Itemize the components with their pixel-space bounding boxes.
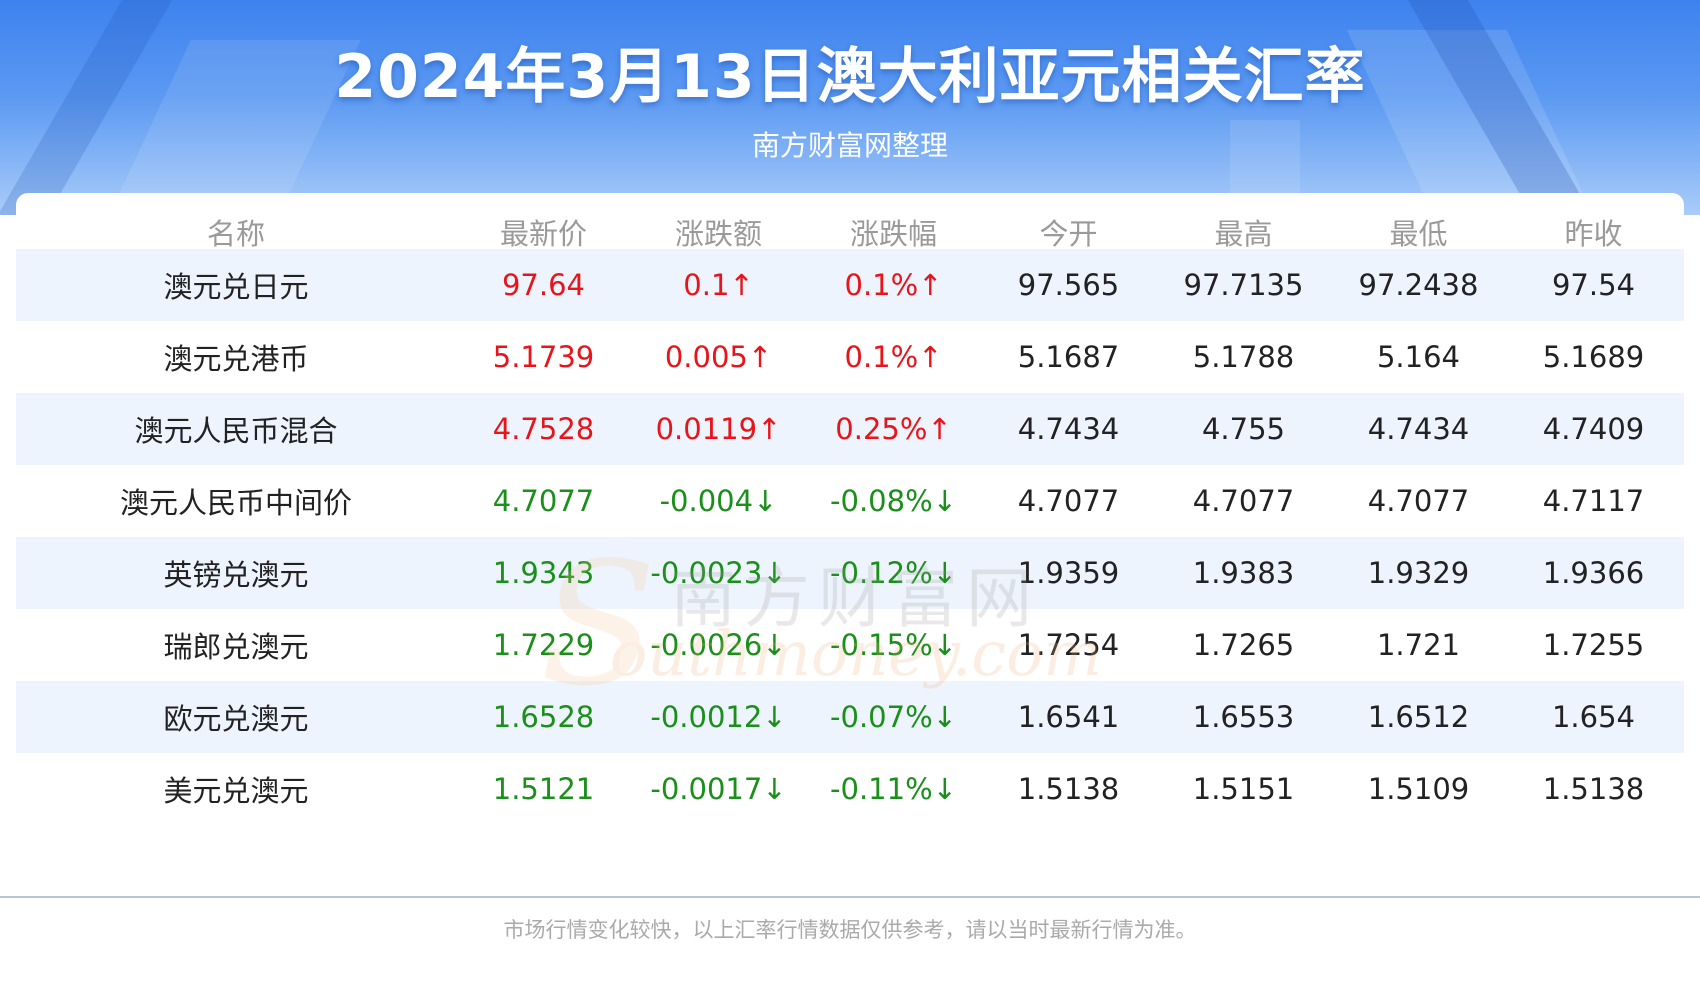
cell-prev-close: 1.654 — [1551, 700, 1636, 734]
cell-high: 1.6553 — [1192, 700, 1295, 734]
cell-latest: 1.7229 — [492, 628, 595, 662]
cell-open: 1.5138 — [1017, 772, 1120, 806]
cell-name: 美元兑澳元 — [163, 774, 309, 808]
table-row: 欧元兑澳元 1.6528 -0.0012↓ -0.07%↓ 1.6541 1.6553 1.… — [16, 681, 1684, 753]
cell-change: -0.004↓ — [659, 484, 778, 518]
cell-open: 1.7254 — [1017, 628, 1120, 662]
column-header-change-pct: 涨跌幅 — [849, 217, 937, 251]
cell-open: 4.7434 — [1017, 412, 1120, 446]
cell-high: 1.7265 — [1192, 628, 1295, 662]
cell-latest: 1.6528 — [492, 700, 595, 734]
cell-high: 97.7135 — [1183, 268, 1304, 302]
table-row: 英镑兑澳元 1.9343 -0.0023↓ -0.12%↓ 1.9359 1.9383 1.… — [16, 537, 1684, 609]
cell-latest: 97.64 — [501, 268, 586, 302]
cell-change: 0.0119↑ — [655, 412, 782, 446]
cell-name: 欧元兑澳元 — [163, 702, 309, 736]
cell-name: 英镑兑澳元 — [163, 558, 309, 592]
cell-open: 4.7077 — [1017, 484, 1120, 518]
column-header-low: 最低 — [1389, 217, 1448, 251]
cell-low: 97.2438 — [1358, 268, 1479, 302]
cell-high: 5.1788 — [1192, 340, 1295, 374]
footer-disclaimer: 市场行情变化较快，以上汇率行情数据仅供参考，请以当时最新行情为准。 — [503, 918, 1197, 942]
cell-change-pct: -0.08%↓ — [830, 484, 957, 518]
cell-change-pct: -0.07%↓ — [830, 700, 957, 734]
cell-name: 瑞郎兑澳元 — [163, 630, 309, 664]
cell-change-pct: -0.12%↓ — [830, 556, 957, 590]
cell-low: 4.7077 — [1367, 484, 1470, 518]
cell-change: -0.0012↓ — [650, 700, 787, 734]
cell-high: 4.7077 — [1192, 484, 1295, 518]
column-header-name: 名称 — [206, 217, 265, 251]
cell-prev-close: 4.7117 — [1542, 484, 1645, 518]
cell-name: 澳元人民币中间价 — [119, 486, 352, 520]
cell-prev-close: 1.5138 — [1542, 772, 1645, 806]
table-row: 瑞郎兑澳元 1.7229 -0.0026↓ -0.15%↓ 1.7254 1.7265 1.… — [16, 609, 1684, 681]
column-header-high: 最高 — [1214, 217, 1273, 251]
cell-open: 5.1687 — [1017, 340, 1120, 374]
cell-low: 5.164 — [1376, 340, 1461, 374]
column-header-latest: 最新价 — [499, 217, 587, 251]
cell-change: -0.0017↓ — [650, 772, 787, 806]
table-header-row: 名称 最新价 涨跌额 涨跌幅 今开 最高 最低 昨收 — [16, 193, 1684, 271]
cell-high: 1.5151 — [1192, 772, 1295, 806]
cell-prev-close: 4.7409 — [1542, 412, 1645, 446]
footer-divider — [0, 896, 1700, 898]
table-row: 美元兑澳元 1.5121 -0.0017↓ -0.11%↓ 1.5138 1.5151 1.… — [16, 753, 1684, 825]
cell-low: 1.5109 — [1367, 772, 1470, 806]
cell-low: 1.6512 — [1367, 700, 1470, 734]
column-header-change: 涨跌额 — [674, 217, 762, 251]
cell-latest: 4.7528 — [492, 412, 595, 446]
table-row: 澳元兑港币 5.1739 0.005↑ 0.1%↑ 5.1687 5.1788 5.164 5… — [16, 321, 1684, 393]
table-row: 澳元人民币混合 4.7528 0.0119↑ 0.25%↑ 4.7434 4.755 4.7… — [16, 393, 1684, 465]
cell-latest: 1.5121 — [492, 772, 595, 806]
cell-latest: 1.9343 — [492, 556, 595, 590]
cell-name: 澳元人民币混合 — [134, 414, 338, 448]
cell-change-pct: -0.11%↓ — [830, 772, 957, 806]
cell-open: 1.6541 — [1017, 700, 1120, 734]
cell-latest: 4.7077 — [492, 484, 595, 518]
cell-change-pct: 0.25%↑ — [835, 412, 952, 446]
cell-latest: 5.1739 — [492, 340, 595, 374]
cell-low: 1.9329 — [1367, 556, 1470, 590]
cell-change: 0.1↑ — [683, 268, 754, 302]
cell-prev-close: 5.1689 — [1542, 340, 1645, 374]
cell-prev-close: 97.54 — [1551, 268, 1636, 302]
page-subtitle: 南方财富网整理 — [751, 129, 948, 162]
table-row: 澳元兑日元 97.64 0.1↑ 0.1%↑ 97.565 97.7135 97.2438 9… — [16, 249, 1684, 321]
cell-name: 澳元兑港币 — [163, 342, 309, 376]
column-header-prev-close: 昨收 — [1564, 217, 1623, 251]
cell-change-pct: 0.1%↑ — [844, 268, 943, 302]
header-banner: 2024年3月13日澳大利亚元相关汇率 南方财富网整理 — [0, 0, 1700, 215]
cell-prev-close: 1.9366 — [1542, 556, 1645, 590]
cell-change-pct: 0.1%↑ — [844, 340, 943, 374]
page-title: 2024年3月13日澳大利亚元相关汇率 — [334, 42, 1366, 112]
cell-change: -0.0026↓ — [650, 628, 787, 662]
cell-change-pct: -0.15%↓ — [830, 628, 957, 662]
cell-open: 97.565 — [1017, 268, 1120, 302]
cell-name: 澳元兑日元 — [163, 270, 309, 304]
cell-low: 1.721 — [1376, 628, 1461, 662]
cell-prev-close: 1.7255 — [1542, 628, 1645, 662]
cell-high: 4.755 — [1201, 412, 1286, 446]
cell-change: 0.005↑ — [664, 340, 773, 374]
column-header-open: 今开 — [1039, 217, 1098, 251]
rate-table: 名称 最新价 涨跌额 涨跌幅 今开 最高 最低 昨收 澳元兑日元 97.64 0.1… — [16, 193, 1684, 898]
cell-change: -0.0023↓ — [650, 556, 787, 590]
cell-high: 1.9383 — [1192, 556, 1295, 590]
table-row: 澳元人民币中间价 4.7077 -0.004↓ -0.08%↓ 4.7077 4.7077… — [16, 465, 1684, 537]
cell-low: 4.7434 — [1367, 412, 1470, 446]
cell-open: 1.9359 — [1017, 556, 1120, 590]
